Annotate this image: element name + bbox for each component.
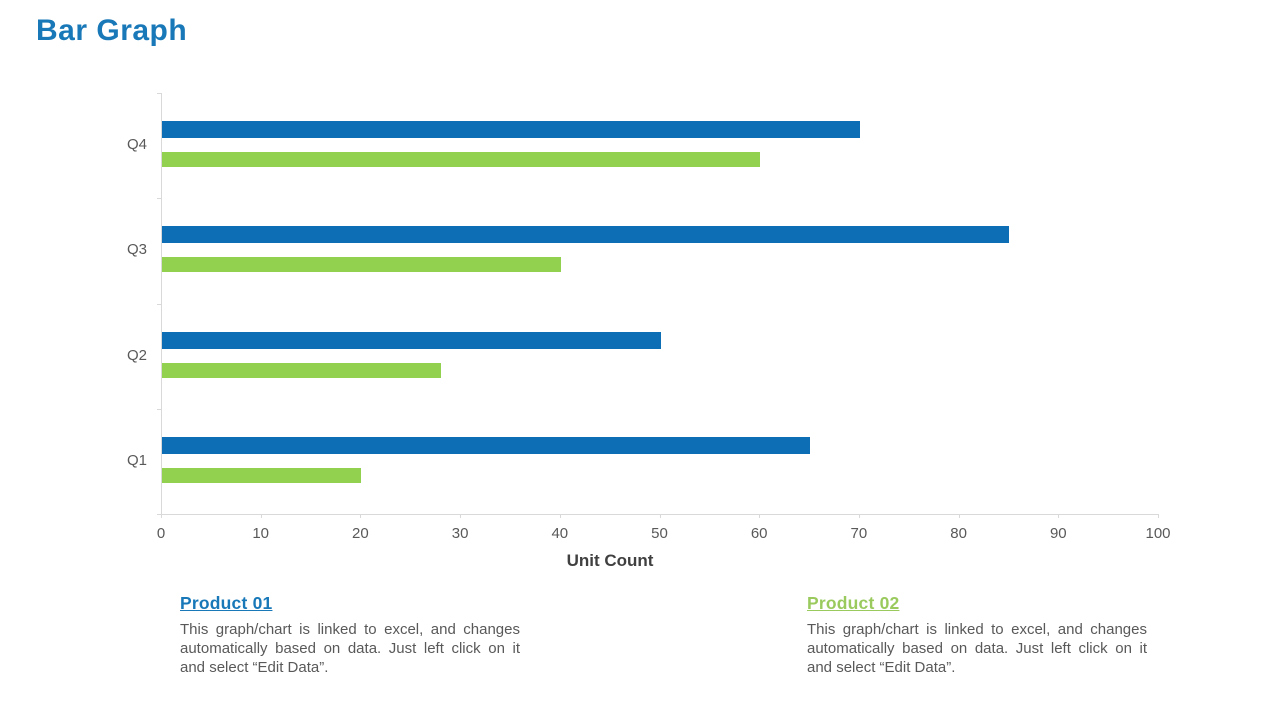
bar-q3-product-02 <box>162 257 561 273</box>
x-axis-title: Unit Count <box>566 551 654 570</box>
x-tick-50 <box>659 514 661 518</box>
x-tick-label-0: 0 <box>156 525 166 542</box>
product-02-note: Product 02 This graph/chart is linked to… <box>807 593 1147 677</box>
y-tick-0 <box>157 93 161 94</box>
x-tick-10 <box>260 514 262 518</box>
bar-q4-product-01 <box>162 121 860 138</box>
x-tick-0 <box>161 514 162 518</box>
page-title: Bar Graph <box>36 14 188 47</box>
x-tick-label-40: 40 <box>551 525 569 542</box>
y-axis-line <box>161 93 162 514</box>
x-tick-label-30: 30 <box>451 525 469 542</box>
x-tick-90 <box>1058 514 1060 518</box>
x-tick-label-80: 80 <box>950 525 967 542</box>
bar-q1-product-02 <box>162 467 362 483</box>
y-tick-2 <box>157 304 161 305</box>
x-tick-70 <box>858 514 860 518</box>
category-label-q4: Q4 <box>126 136 147 153</box>
x-tick-label-60: 60 <box>750 525 768 542</box>
category-label-q1: Q1 <box>126 451 147 469</box>
bar-q3-product-01 <box>162 226 1010 244</box>
x-tick-100 <box>1158 514 1159 518</box>
bar-q2-product-01 <box>162 331 661 349</box>
x-tick-40 <box>559 514 561 518</box>
x-tick-label-20: 20 <box>352 525 369 542</box>
bar-q4-product-02 <box>162 152 761 167</box>
product-01-note: Product 01 This graph/chart is linked to… <box>180 593 520 677</box>
category-label-q3: Q3 <box>126 241 147 259</box>
x-tick-label-10: 10 <box>252 525 270 542</box>
x-tick-label-50: 50 <box>651 525 668 542</box>
bar-q2-product-02 <box>162 362 442 378</box>
product-02-link[interactable]: Product 02 <box>807 593 900 613</box>
x-tick-label-70: 70 <box>850 525 868 542</box>
x-tick-20 <box>360 514 362 518</box>
product-01-link[interactable]: Product 01 <box>180 593 273 613</box>
x-tick-80 <box>958 514 960 518</box>
x-tick-30 <box>460 514 462 518</box>
product-02-description: This graph/chart is linked to excel, and… <box>807 621 1147 676</box>
y-tick-1 <box>157 198 161 199</box>
x-tick-label-100: 100 <box>1145 525 1171 542</box>
bar-q1-product-01 <box>162 436 811 454</box>
category-label-q2: Q2 <box>126 346 147 364</box>
x-tick-60 <box>759 514 761 518</box>
product-01-description: This graph/chart is linked to excel, and… <box>180 621 520 676</box>
y-tick-3 <box>157 409 161 410</box>
y-tick-4 <box>157 514 161 515</box>
x-tick-label-90: 90 <box>1049 525 1067 542</box>
